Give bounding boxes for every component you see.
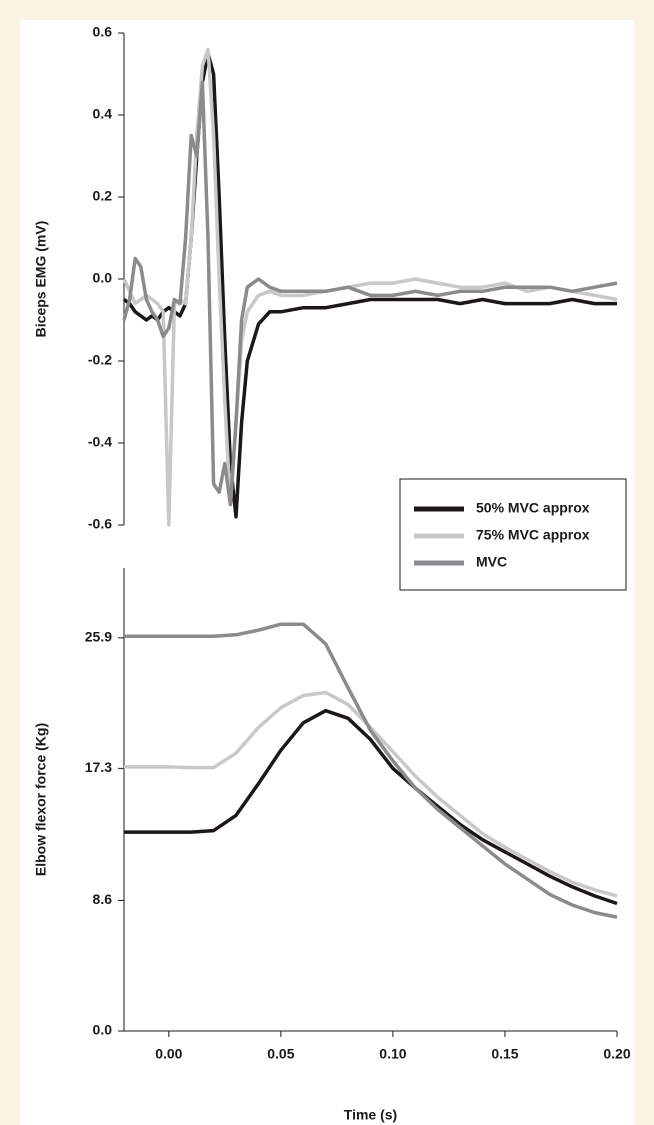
y-tick-label: -0.4 xyxy=(88,434,112,450)
y-tick-label: 0.0 xyxy=(93,270,113,286)
x-tick-label: 0.20 xyxy=(603,1046,630,1062)
y-tick-label: 0.2 xyxy=(93,188,113,204)
y-axis-label: Biceps EMG (mV) xyxy=(33,221,49,338)
y-tick-label: 0.0 xyxy=(93,1022,113,1038)
x-tick-label: 0.15 xyxy=(491,1046,518,1062)
y-tick-label: -0.2 xyxy=(88,352,112,368)
y-tick-label: 0.4 xyxy=(93,106,113,122)
x-axis-label: Time (s) xyxy=(344,1107,397,1123)
y-tick-label: 0.6 xyxy=(93,24,113,40)
legend-label: MVC xyxy=(476,554,507,570)
legend-label: 50% MVC approx xyxy=(476,500,590,516)
y-tick-label: 17.3 xyxy=(85,759,112,775)
x-tick-label: 0.00 xyxy=(155,1046,182,1062)
x-tick-label: 0.10 xyxy=(379,1046,406,1062)
y-axis-label: Elbow flexor force (Kg) xyxy=(33,723,49,876)
x-tick-label: 0.05 xyxy=(267,1046,294,1062)
series-line xyxy=(124,622,618,919)
y-tick-label: 25.9 xyxy=(85,629,112,645)
legend-label: 75% MVC approx xyxy=(476,527,590,543)
series-line xyxy=(122,51,617,519)
series-line xyxy=(122,80,618,507)
series-line xyxy=(124,708,618,906)
y-tick-label: -0.6 xyxy=(88,516,112,532)
y-tick-label: 8.6 xyxy=(93,891,113,907)
